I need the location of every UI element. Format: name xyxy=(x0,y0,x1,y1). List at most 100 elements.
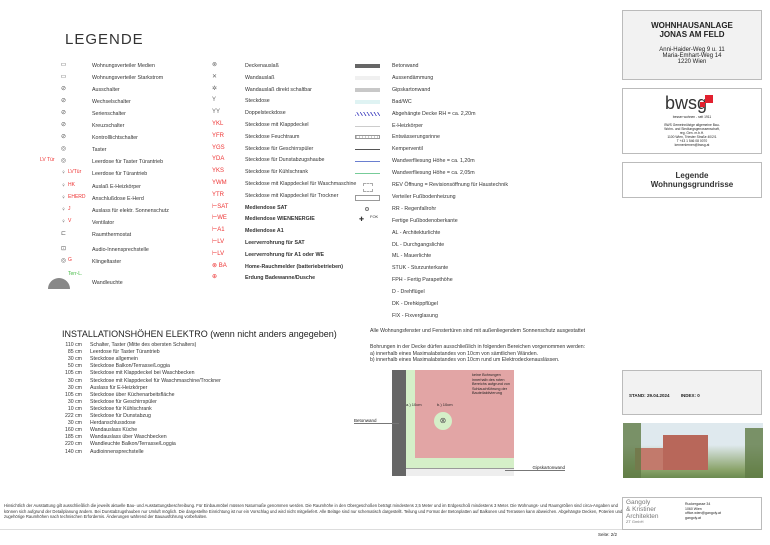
install-height: 222 cm xyxy=(64,413,82,419)
client-line: Wohn- und Siedlungsgenossenschaft, xyxy=(664,127,720,131)
sheet-title-box: Legende Wohnungsgrundrisse xyxy=(622,162,762,198)
install-row: 30 cm Steckdose mit Klappdeckel für Wasch… xyxy=(62,378,221,384)
legend-label: Verteiler Fußbodenheizung xyxy=(392,193,456,200)
note-sonnenschutz: Alle Wohnungsfenster und Fenstertüren si… xyxy=(370,328,586,334)
legend-row: ✚ FOK Fertige Fußbodenoberkante xyxy=(355,214,555,228)
sheet-subtitle: Wohnungsgrundrisse xyxy=(650,180,734,189)
client-line: 1100 Wien, Triester Straße 40/2/1 xyxy=(667,135,717,139)
concrete-wall xyxy=(392,370,406,476)
legend-row: ⊢WE Mediendose WIENENERGIE xyxy=(212,215,352,226)
install-row: 30 cm Steckdose allgemein xyxy=(62,356,138,362)
legend-row: Kemperventil xyxy=(355,146,555,156)
legend-label: Wechselschalter xyxy=(92,99,131,105)
legend-row: ◎ Taster xyxy=(40,146,200,157)
install-label: Wandauslass Küche xyxy=(90,427,138,434)
legend-row: DK - Drehkippflügel xyxy=(355,301,555,311)
install-height: 50 cm xyxy=(67,363,82,370)
install-row: 220 cm Wandleuchte Balkon/Terrasse/Loggia xyxy=(62,441,176,447)
legend-label: Wohnungsverteiler Starkstrom xyxy=(92,75,164,81)
install-label: Steckdose für Kühlschrank xyxy=(90,405,152,412)
legend-label: Leerdose für Türantrieb xyxy=(92,171,148,177)
building-rendering xyxy=(623,423,763,478)
legend-label: Aussendämmung xyxy=(392,74,434,81)
architect-logo: Gangoly & Kristiner Architekten ZT GmbH xyxy=(626,499,659,525)
legend-label: Deckenauslaß xyxy=(245,63,279,69)
legend-label: RR - Regenfallrohr xyxy=(392,205,437,212)
client-line: BWS Gemeinnützige allgemeine Bau- xyxy=(664,123,720,127)
legend-label: Steckdose für Geschirrspüler xyxy=(245,145,314,152)
symbol-icon: YKS xyxy=(212,168,225,175)
legend-label: Auslass für elektr. Sonnenschutz xyxy=(92,208,169,214)
install-label: Steckdose mit Klappdeckel bei Waschbecke… xyxy=(90,370,195,377)
switch-icon: ⊘ xyxy=(60,86,67,92)
legend-row: Bad/WC xyxy=(355,99,555,109)
install-row: 30 cm Auslass für E-Heizkörper xyxy=(62,384,148,391)
swatch-hatch xyxy=(355,111,380,116)
install-row: 30 cm Steckdose für Geschirrspüler xyxy=(62,399,157,405)
swatch-c8c8c8 xyxy=(355,87,380,92)
legend-label: Wandverfliesung Höhe = ca. 1,20m xyxy=(392,158,475,165)
symbol-icon: ⊗ xyxy=(212,62,218,68)
note-line: a) innerhalb eines Maximalabstandes von … xyxy=(370,350,539,357)
legend-label: Ausschalter xyxy=(92,87,120,93)
client-box: bwsg besser wohnen - seit 1911 BWS Gemei… xyxy=(622,88,762,154)
legend-label: Entwässerungsrinne xyxy=(392,134,440,141)
legend-row: ML - Mauerlichte xyxy=(355,253,555,263)
symbol-icon: ⊢SAT xyxy=(212,203,229,210)
outlet-icon: ♀ xyxy=(61,170,66,176)
legend-label: Steckdose mit Klappdeckel für Waschmasch… xyxy=(245,181,357,187)
install-label: Steckdose allgemein xyxy=(90,356,138,363)
outlet-icon: ♀ xyxy=(61,183,66,189)
install-label: Leerdose für Taster Türantrieb xyxy=(90,349,160,356)
legend-label: Wandauslaß xyxy=(245,74,275,81)
bwsg-logo: bwsg xyxy=(623,93,761,115)
dim-a: a.) 10cm xyxy=(406,402,422,407)
legend-row: Aussendämmung xyxy=(355,75,555,85)
install-height: 220 cm xyxy=(64,441,82,448)
swatch-line-green xyxy=(355,173,380,175)
legend-row: ▭ Wohnungsverteiler Medien xyxy=(40,62,200,73)
note-bohrungen: Bohrungen in der Decke dürfen ausschließ… xyxy=(370,344,632,364)
legend-label: FPH - Fertig Parapethöhe xyxy=(392,277,453,284)
swatch-box xyxy=(355,194,380,201)
symbol-icon: YTR xyxy=(212,191,224,198)
legend-row: FIX - Fixverglasung xyxy=(355,313,555,323)
architect-box: Gangoly & Kristiner Architekten ZT GmbH Ruc… xyxy=(622,497,762,530)
symbol-icon: ✲ xyxy=(212,85,218,92)
install-label: Herdanschlussdose xyxy=(90,420,136,427)
legend-label: STUK - Sturzunterkante xyxy=(392,265,449,272)
legend-label: Kontrolllichtschalter xyxy=(92,135,138,141)
swatch-grid xyxy=(355,135,380,140)
no-drill-zone xyxy=(415,370,514,458)
legend-label: Klingeltaster xyxy=(92,259,122,265)
project-name-2: JONAS AM FELD xyxy=(659,30,725,39)
legend-row: ⊗ Deckenauslaß xyxy=(212,62,352,73)
legend-tag: G xyxy=(68,257,72,263)
install-height: 30 cm xyxy=(67,377,82,384)
legend-label: AL - Architekturlichte xyxy=(392,229,441,236)
legend-label: Steckdose für Kühlschrank xyxy=(245,169,309,176)
install-height: 30 cm xyxy=(67,420,82,427)
legend-label: REV Öffnung = Revisionsöffnung für Haust… xyxy=(392,182,508,188)
swatch-circle xyxy=(365,206,369,211)
install-label: Wandleuchte Balkon/Terrasse/Loggia xyxy=(90,441,176,448)
legend-label: Leerdose für Taster Türantrieb xyxy=(92,159,164,165)
legend-row: D - Drehflügel xyxy=(355,289,555,299)
outlet-icon: ♀ xyxy=(61,207,66,213)
switch-icon: ⊘ xyxy=(60,98,67,104)
install-row: 105 cm Steckdose über Küchenarbeitsfläche xyxy=(62,392,175,398)
symbol-icon: Y xyxy=(212,97,217,104)
legend-tag: LV Tür xyxy=(40,157,55,163)
label-gipskartonwand: Gipskartonwand xyxy=(505,465,565,471)
switch-icon: ⊘ xyxy=(60,134,67,140)
install-label: Steckdose für Geschirrspüler xyxy=(90,398,157,405)
legend-row: YKL Steckdose mit Klappdeckel xyxy=(212,121,352,132)
install-height: 30 cm xyxy=(67,384,82,391)
legend-label: E-Heizkörper xyxy=(392,122,423,129)
warning-text: keine Bohrungen innerhalb des roten Bere… xyxy=(472,373,510,396)
legend-label: Leerverrohrung für SAT xyxy=(245,240,305,246)
legend-label: Ventilator xyxy=(92,220,115,226)
legend-label: Raumthermostat xyxy=(92,232,132,238)
legend-label: Fertige Fußbodenoberkante xyxy=(392,217,458,224)
legend-label: Home-Rauchmelder (batteriebetrieben) xyxy=(245,263,344,270)
